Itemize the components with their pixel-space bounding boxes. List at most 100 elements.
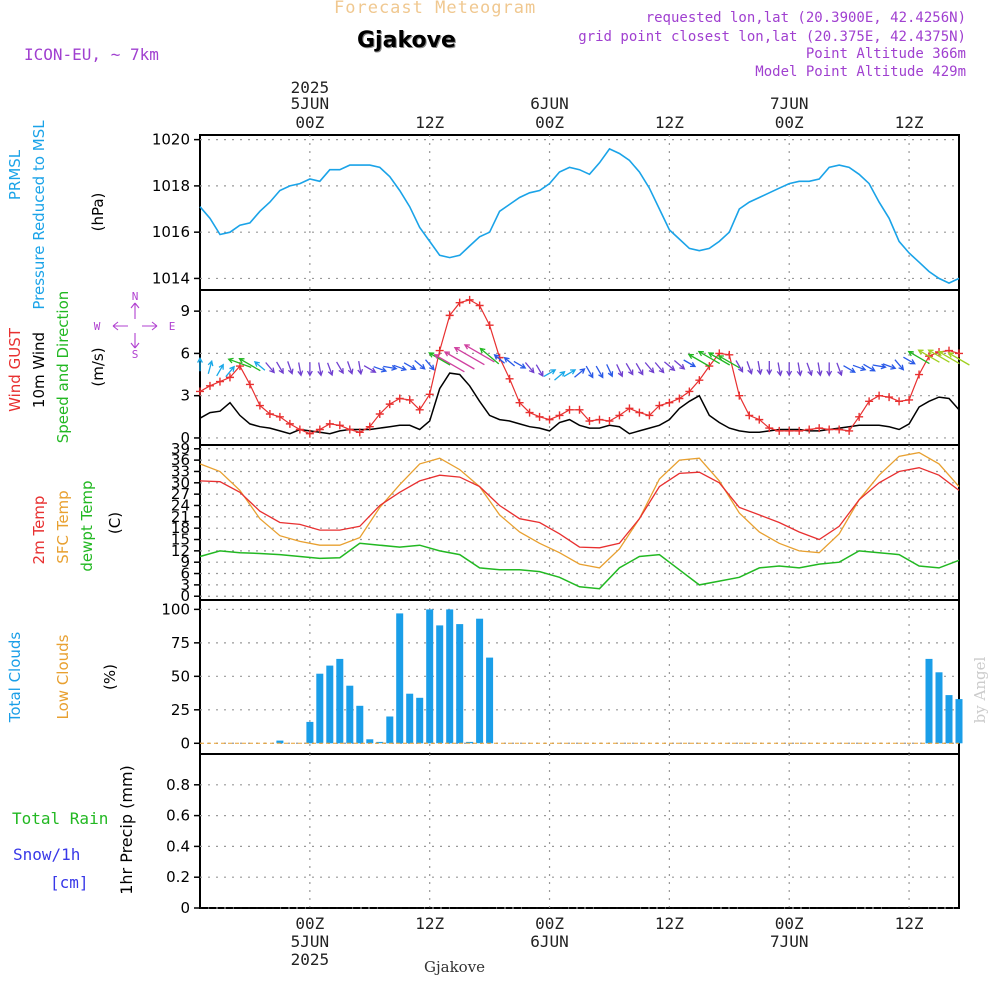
gust-marker — [825, 425, 834, 434]
sfc-temp-label: SFC Temp — [54, 490, 72, 563]
wind-direction-arrow — [297, 362, 304, 377]
cloud-bar — [456, 624, 464, 744]
wind-direction-arrow — [903, 356, 916, 365]
wind-direction-arrow — [907, 350, 930, 365]
cloud-bar — [376, 741, 384, 744]
bottom-axis-label: 12Z — [655, 914, 684, 933]
wind-direction-arrow — [635, 362, 644, 376]
gust-marker — [775, 426, 784, 435]
total-clouds-label: Total Clouds — [6, 632, 24, 724]
wind-direction-arrow — [326, 362, 334, 377]
panel-frame — [199, 289, 960, 446]
cloud-bar — [406, 693, 414, 744]
top-axis-label: 12Z — [655, 113, 684, 132]
y-tick-label: 1018 — [152, 177, 190, 195]
grid-point-coords: grid point closest lon,lat (20.375E, 42.… — [578, 29, 966, 45]
cloud-bar — [306, 721, 314, 744]
gust-marker — [805, 425, 814, 434]
top-axis-label: 12Z — [895, 113, 924, 132]
bottom-axis-label: 7JUN — [770, 932, 809, 951]
wind-direction-arrow — [425, 359, 435, 371]
compass-w: W — [94, 320, 101, 333]
y-tick-label: 18 — [171, 519, 190, 537]
gust-marker — [215, 377, 224, 386]
wind-direction-arrow — [403, 362, 417, 370]
gust-marker — [465, 295, 474, 304]
gust-marker — [665, 398, 674, 407]
wind-direction-arrow — [927, 349, 950, 363]
gust-marker — [685, 387, 694, 396]
wind-direction-arrow — [463, 344, 495, 363]
wind-direction-arrow — [225, 365, 235, 378]
gust-marker — [345, 425, 354, 434]
wind-direction-arrow — [766, 361, 773, 376]
y-tick-label: 15 — [171, 531, 190, 549]
cloud-bar — [935, 672, 943, 744]
y-tick-label: 0 — [180, 587, 190, 605]
location-title: Gjakove — [357, 28, 456, 53]
gust-marker — [645, 411, 654, 420]
gust-marker — [355, 428, 364, 437]
direction-label: Speed and Direction — [54, 291, 72, 444]
gust-marker — [895, 397, 904, 406]
compass-n: N — [132, 290, 139, 303]
pressure-label: PRMSL — [6, 149, 24, 200]
precip-unit-label: 1hr Precip (mm) — [117, 765, 136, 895]
wind-direction-arrow — [843, 365, 856, 373]
panel-4: 0 25 50 75 100 — [161, 599, 963, 755]
cloud-bar — [955, 699, 963, 744]
bottom-axis-label: 5JUN — [291, 932, 330, 951]
gust-marker — [745, 411, 754, 420]
gust-marker — [275, 412, 284, 421]
wind-direction-arrow — [336, 361, 344, 375]
y-tick-label: 9 — [180, 302, 190, 320]
wind-direction-arrow — [428, 352, 451, 366]
gust-marker — [285, 419, 294, 428]
wind-direction-arrow — [717, 355, 741, 369]
gust-marker — [595, 415, 604, 424]
wind-direction-arrow — [937, 350, 960, 365]
wind-direction-arrow — [433, 354, 465, 373]
wind-label: 10m Wind — [30, 332, 48, 408]
gust-marker — [395, 394, 404, 403]
gust-marker — [855, 412, 864, 421]
y-tick-label: 25 — [171, 701, 190, 719]
gust-marker — [535, 412, 544, 421]
cloud-bar — [326, 665, 334, 744]
wind-direction-arrow — [863, 363, 876, 372]
panel-1: 1014 1016 1018 1020 — [152, 131, 960, 291]
gust-marker — [955, 349, 963, 358]
credit-watermark: by Angel — [971, 656, 989, 723]
bottom-axis-label: 12Z — [415, 914, 444, 933]
cloud-bar — [276, 740, 284, 744]
y-tick-label: 27 — [171, 485, 190, 503]
pressure-line — [199, 147, 960, 284]
wind-direction-arrow — [453, 347, 485, 366]
top-axis-label: 00Z — [775, 113, 804, 132]
point-altitude: Point Altitude 366m — [805, 46, 966, 62]
wind-direction-arrow — [595, 365, 604, 379]
wind-direction-arrow — [265, 362, 275, 374]
cloud-bar — [386, 716, 394, 744]
wind-direction-arrow — [238, 358, 261, 372]
y-tick-label: 50 — [171, 667, 190, 685]
wind-direction-arrow — [443, 351, 475, 370]
top-axis-label: 12Z — [415, 113, 444, 132]
gust-marker — [695, 376, 704, 385]
gust-marker — [205, 381, 214, 390]
wind-direction-arrow — [654, 362, 665, 374]
model-altitude: Model Point Altitude 429m — [755, 64, 966, 80]
cloud-bar — [466, 741, 474, 744]
wind-direction-arrow — [746, 361, 753, 375]
panel-2: 0 3 6 9 — [112, 289, 970, 447]
bottom-axis-label: 6JUN — [530, 932, 569, 951]
gust-marker — [225, 373, 234, 382]
wind-direction-arrow — [663, 361, 676, 372]
cloud-bar — [945, 695, 953, 744]
gust-marker — [885, 393, 894, 402]
wind-direction-arrow — [796, 362, 803, 377]
y-tick-label: 75 — [171, 634, 190, 652]
wind-direction-arrow — [606, 364, 614, 378]
rain-label: Total Rain — [12, 809, 108, 828]
